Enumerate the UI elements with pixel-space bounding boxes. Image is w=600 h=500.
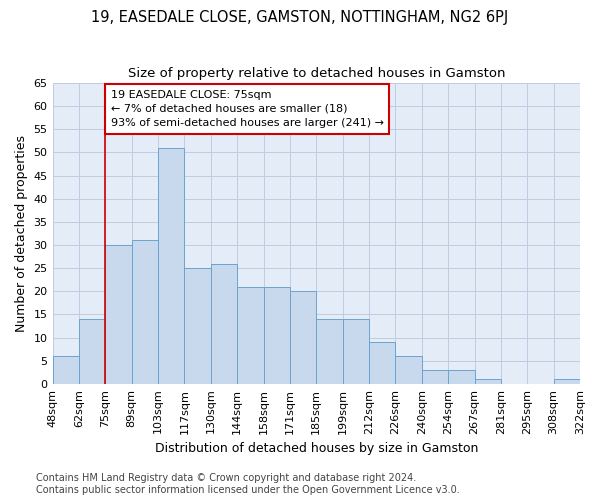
- Bar: [475, 379, 501, 384]
- Bar: [369, 342, 395, 384]
- Title: Size of property relative to detached houses in Gamston: Size of property relative to detached ho…: [128, 68, 505, 80]
- Bar: [554, 379, 580, 384]
- Bar: [184, 268, 211, 384]
- Bar: [53, 356, 79, 384]
- Text: 19, EASEDALE CLOSE, GAMSTON, NOTTINGHAM, NG2 6PJ: 19, EASEDALE CLOSE, GAMSTON, NOTTINGHAM,…: [91, 10, 509, 25]
- Bar: [237, 286, 263, 384]
- Text: Contains HM Land Registry data © Crown copyright and database right 2024.
Contai: Contains HM Land Registry data © Crown c…: [36, 474, 460, 495]
- Bar: [448, 370, 475, 384]
- Bar: [316, 319, 343, 384]
- Bar: [79, 319, 105, 384]
- Bar: [290, 292, 316, 384]
- Bar: [158, 148, 184, 384]
- Bar: [105, 245, 131, 384]
- Bar: [263, 286, 290, 384]
- Bar: [422, 370, 448, 384]
- X-axis label: Distribution of detached houses by size in Gamston: Distribution of detached houses by size …: [155, 442, 478, 455]
- Text: 19 EASEDALE CLOSE: 75sqm
← 7% of detached houses are smaller (18)
93% of semi-de: 19 EASEDALE CLOSE: 75sqm ← 7% of detache…: [110, 90, 383, 128]
- Bar: [131, 240, 158, 384]
- Bar: [395, 356, 422, 384]
- Bar: [211, 264, 237, 384]
- Y-axis label: Number of detached properties: Number of detached properties: [15, 135, 28, 332]
- Bar: [343, 319, 369, 384]
